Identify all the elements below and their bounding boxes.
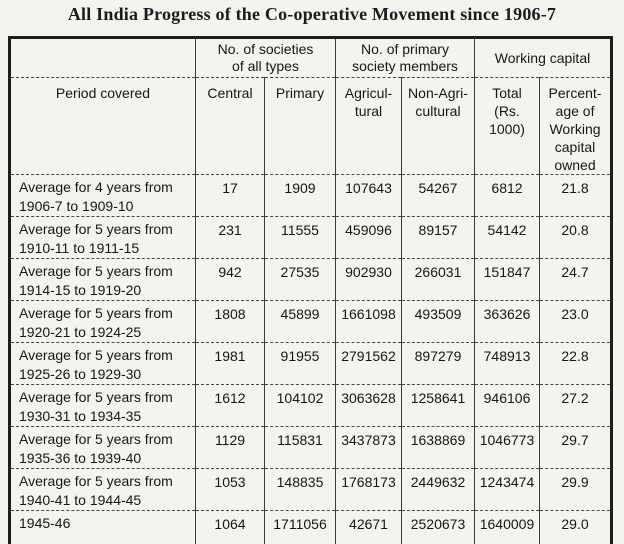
total-cell: 54142	[474, 216, 540, 259]
column-header-central: Central	[195, 77, 265, 175]
group-header-members: No. of primary society members	[335, 37, 475, 78]
central-cell: 1612	[195, 384, 265, 427]
agricultural-cell: 459096	[335, 216, 402, 259]
percentage-cell: 24.7	[539, 258, 612, 301]
table-row: Average for 5 years from 1920-21 to 1924…	[9, 300, 612, 343]
total-cell: 748913	[474, 342, 540, 385]
cooperative-progress-table: No. of societies of all types No. of pri…	[8, 36, 613, 544]
corner-cell	[9, 37, 196, 78]
percentage-cell: 27.2	[539, 384, 612, 427]
table-row: Average for 5 years from 1930-31 to 1934…	[9, 384, 612, 427]
group-header-working-capital: Working capital	[474, 37, 612, 78]
total-cell: 1243474	[474, 468, 540, 511]
agricultural-cell: 42671	[335, 510, 402, 544]
period-cell: Average for 5 years from 1914-15 to 1919…	[9, 258, 196, 301]
percentage-cell: 29.9	[539, 468, 612, 511]
period-cell: Average for 5 years from 1910-11 to 1911…	[9, 216, 196, 259]
table-title: All India Progress of the Co-operative M…	[67, 4, 557, 24]
central-cell: 1808	[195, 300, 265, 343]
percentage-cell: 29.0	[539, 510, 612, 544]
primary-cell: 104102	[264, 384, 336, 427]
total-cell: 6812	[474, 174, 540, 217]
total-cell: 363626	[474, 300, 540, 343]
table-row: 1945-46 1064 1711056 42671 2520673 16400…	[9, 510, 612, 544]
primary-cell: 27535	[264, 258, 336, 301]
table-row: Average for 5 years from 1940-41 to 1944…	[9, 468, 612, 511]
period-cell: Average for 4 years from 1906-7 to 1909-…	[9, 174, 196, 217]
non-agricultural-cell: 493509	[401, 300, 475, 343]
table-row: Average for 5 years from 1935-36 to 1939…	[9, 426, 612, 469]
primary-cell: 45899	[264, 300, 336, 343]
percentage-cell: 29.7	[539, 426, 612, 469]
agricultural-cell: 2791562	[335, 342, 402, 385]
table-row: Average for 4 years from 1906-7 to 1909-…	[9, 174, 612, 217]
column-header-period: Period covered	[9, 77, 196, 175]
non-agricultural-cell: 54267	[401, 174, 475, 217]
column-header-total: Total (Rs. 1000)	[474, 77, 540, 175]
primary-cell: 1909	[264, 174, 336, 217]
central-cell: 231	[195, 216, 265, 259]
period-cell: Average for 5 years from 1930-31 to 1934…	[9, 384, 196, 427]
group-header-societies: No. of societies of all types	[195, 37, 336, 78]
non-agricultural-cell: 2520673	[401, 510, 475, 544]
agricultural-cell: 107643	[335, 174, 402, 217]
period-cell: Average for 5 years from 1925-26 to 1929…	[9, 342, 196, 385]
period-cell: Average for 5 years from 1920-21 to 1924…	[9, 300, 196, 343]
period-cell: Average for 5 years from 1940-41 to 1944…	[9, 468, 196, 511]
table-row: Average for 5 years from 1914-15 to 1919…	[9, 258, 612, 301]
column-header-primary: Primary	[264, 77, 336, 175]
column-header-row: Period covered Central Primary Agricul- …	[9, 77, 612, 175]
total-cell: 1046773	[474, 426, 540, 469]
central-cell: 942	[195, 258, 265, 301]
period-cell: Average for 5 years from 1935-36 to 1939…	[9, 426, 196, 469]
total-cell: 1640009	[474, 510, 540, 544]
central-cell: 1053	[195, 468, 265, 511]
total-cell: 151847	[474, 258, 540, 301]
percentage-cell: 21.8	[539, 174, 612, 217]
percentage-cell: 23.0	[539, 300, 612, 343]
primary-cell: 115831	[264, 426, 336, 469]
agricultural-cell: 1768173	[335, 468, 402, 511]
percentage-cell: 20.8	[539, 216, 612, 259]
total-cell: 946106	[474, 384, 540, 427]
primary-cell: 11555	[264, 216, 336, 259]
central-cell: 1064	[195, 510, 265, 544]
primary-cell: 91955	[264, 342, 336, 385]
central-cell: 1129	[195, 426, 265, 469]
agricultural-cell: 3437873	[335, 426, 402, 469]
non-agricultural-cell: 89157	[401, 216, 475, 259]
period-cell: 1945-46	[9, 510, 196, 544]
non-agricultural-cell: 1638869	[401, 426, 475, 469]
column-header-agricultural: Agricul- tural	[335, 77, 402, 175]
group-header-row: No. of societies of all types No. of pri…	[9, 37, 612, 78]
central-cell: 17	[195, 174, 265, 217]
agricultural-cell: 1661098	[335, 300, 402, 343]
percentage-cell: 22.8	[539, 342, 612, 385]
column-header-percentage: Percent- age of Working capital owned	[539, 77, 612, 175]
non-agricultural-cell: 2449632	[401, 468, 475, 511]
non-agricultural-cell: 266031	[401, 258, 475, 301]
agricultural-cell: 902930	[335, 258, 402, 301]
non-agricultural-cell: 897279	[401, 342, 475, 385]
agricultural-cell: 3063628	[335, 384, 402, 427]
primary-cell: 148835	[264, 468, 336, 511]
table-row: Average for 5 years from 1910-11 to 1911…	[9, 216, 612, 259]
primary-cell: 1711056	[264, 510, 336, 544]
table-row: Average for 5 years from 1925-26 to 1929…	[9, 342, 612, 385]
non-agricultural-cell: 1258641	[401, 384, 475, 427]
central-cell: 1981	[195, 342, 265, 385]
column-header-non-agricultural: Non-Agri- cultural	[401, 77, 475, 175]
